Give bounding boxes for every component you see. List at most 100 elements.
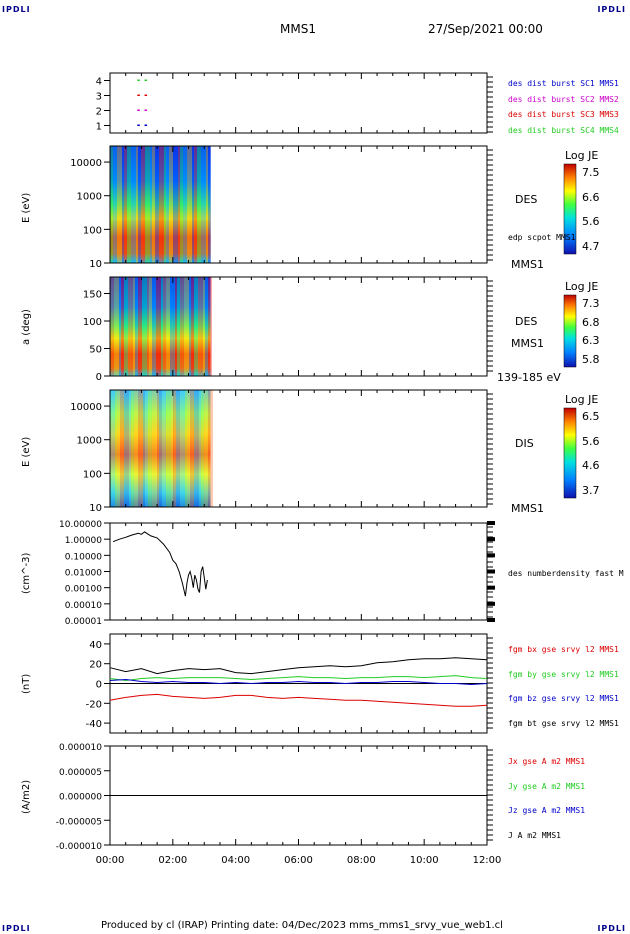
y-tick-label-2: 100 <box>83 317 102 328</box>
y-tick-label-2: 150 <box>83 290 102 301</box>
heatmap-streak <box>185 390 187 507</box>
panel-frame-0 <box>109 72 488 134</box>
heatmap-streak <box>152 390 157 507</box>
heatmap-streak <box>145 390 148 507</box>
current-legend-2: Jy gse A m2 MMS1 <box>508 781 586 791</box>
heatmap-streak <box>206 146 208 263</box>
colorbar-title-2: Log JE <box>565 280 599 293</box>
colorbar-tick-3-0: 6.5 <box>582 410 600 423</box>
y-tick-label-1: 10000 <box>70 158 102 169</box>
heatmap-streak <box>203 277 205 376</box>
heatmap-streak <box>138 390 143 507</box>
heatmap-streak <box>175 277 177 376</box>
heatmap-fill-2 <box>110 277 211 376</box>
y-tick-label-5: -20 <box>86 699 102 710</box>
datetime-title: 27/Sep/2021 00:00 <box>428 22 543 36</box>
heatmap-streak <box>124 277 128 376</box>
sub-label-1: edp scpot MMS1 <box>508 233 576 242</box>
heatmap-streak <box>189 277 191 376</box>
corner-tag-top-left: IPDLI <box>2 5 31 14</box>
heatmap-streak <box>127 146 131 263</box>
heatmap-streak <box>166 390 171 507</box>
heatmap-streak <box>199 390 201 507</box>
heatmap-streak <box>122 146 124 263</box>
heatmap-streak <box>138 146 141 263</box>
sub-label-2: MMS1 <box>511 337 544 350</box>
colorbar-tick-1-2: 5.6 <box>582 215 600 229</box>
heatmap-streak <box>180 390 185 507</box>
burst-mark <box>137 79 140 81</box>
heatmap-streak <box>192 146 194 263</box>
field-line <box>109 675 488 682</box>
bottom-label-1: MMS1 <box>511 258 544 271</box>
colorbar-2 <box>563 294 577 368</box>
heatmap-streak <box>150 146 152 263</box>
heatmap-streak <box>194 277 198 376</box>
y-tick-label-1: 100 <box>83 225 102 236</box>
right-decade-tick <box>487 537 495 542</box>
density-line <box>112 531 208 597</box>
field-line <box>109 657 488 675</box>
colorbar-tick-3-2: 4.6 <box>582 459 600 473</box>
colorbar-tick-1-3: 4.7 <box>582 240 600 253</box>
corner-tag-bottom-left: IPDLI <box>2 924 31 933</box>
heatmap-streak <box>176 390 180 507</box>
heatmap-streak <box>131 146 136 263</box>
burst-mark <box>144 79 148 81</box>
heatmap-streak <box>187 146 192 263</box>
heatmap-streak <box>110 390 115 507</box>
burst-mark <box>137 124 140 126</box>
heatmap-streak <box>161 277 163 376</box>
y-tick-label-6: 0.000000 <box>59 793 102 803</box>
heatmap-streak <box>142 277 147 376</box>
instrument-label-2: DES <box>515 314 538 328</box>
y-tick-label-0: 3 <box>96 92 102 103</box>
heatmap-streak <box>155 146 159 263</box>
field-line <box>109 693 488 707</box>
heatmap-streak <box>194 146 197 263</box>
y-tick-label-6: 0.000005 <box>59 768 102 778</box>
bottom-label-3: MMS1 <box>511 502 544 515</box>
heatmap-streak <box>171 390 173 507</box>
right-decade-tick <box>487 618 495 622</box>
colorbar-title-3: Log JE <box>565 393 599 406</box>
field-legend-3: fgm bz gse srvy l2 MMS1 <box>508 694 619 703</box>
heatmap-streak <box>177 277 180 376</box>
heatmap-fill-3 <box>110 390 211 507</box>
y-axis-label-2: a (deg) <box>21 308 32 345</box>
heatmap-streak <box>110 146 113 263</box>
heatmap-streak <box>129 390 131 507</box>
heatmap-streak <box>149 277 152 376</box>
burst-mark <box>144 109 148 111</box>
y-tick-label-0: 4 <box>96 77 102 88</box>
y-tick-label-4: 0.00001 <box>65 617 102 627</box>
colorbar-tick-2-3: 5.8 <box>582 353 600 366</box>
right-decade-tick <box>487 585 495 590</box>
heatmap-streak <box>159 146 164 263</box>
colorbar-tick-3-1: 5.6 <box>582 434 600 448</box>
heatmap-streak <box>166 146 169 263</box>
heatmap-streak <box>148 390 152 507</box>
y-tick-label-5: -40 <box>86 719 102 730</box>
heatmap-streak <box>201 390 204 507</box>
time-tick-label: 12:00 <box>473 855 502 866</box>
y-tick-label-6: -0.000010 <box>56 842 102 852</box>
heatmap-streak <box>113 146 117 263</box>
heatmap-streak <box>208 390 213 507</box>
heatmap-streak <box>156 277 161 376</box>
corner-tag-bottom-right: IPDLI <box>597 924 626 933</box>
burst-legend-3: des dist burst SC3 MMS3 <box>508 110 619 119</box>
heatmap-streak <box>163 277 166 376</box>
y-tick-label-5: 0 <box>96 680 102 691</box>
y-tick-label-4: 0.00010 <box>65 601 102 611</box>
colorbar-tick-1-0: 7.5 <box>582 166 600 179</box>
heatmap-streak <box>164 146 166 263</box>
y-tick-label-2: 0 <box>96 372 102 383</box>
y-tick-label-4: 0.00100 <box>65 585 102 595</box>
heatmap-streak <box>134 390 138 507</box>
heatmap-streak <box>136 146 138 263</box>
heatmap-streak <box>162 390 166 507</box>
bottom-label-2: 139-185 eV <box>497 371 561 384</box>
y-tick-label-2: 50 <box>89 345 102 356</box>
